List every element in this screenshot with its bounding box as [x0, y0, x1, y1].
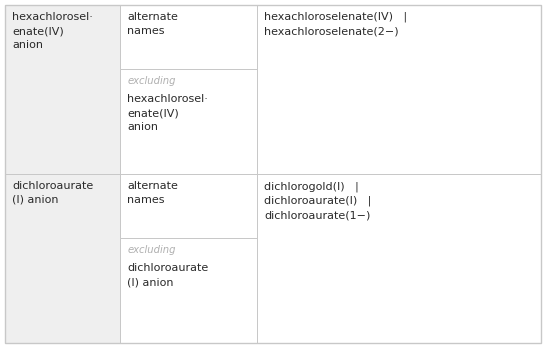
Text: excluding: excluding: [127, 76, 176, 86]
Text: excluding: excluding: [127, 245, 176, 255]
Text: alternate
names: alternate names: [127, 12, 178, 36]
Text: dichloroaurate
(I) anion: dichloroaurate (I) anion: [12, 181, 93, 205]
Text: hexachloroselenate(IV)   |
hexachloroselenate(2−): hexachloroselenate(IV) | hexachloroselen…: [264, 12, 407, 37]
Text: hexachlorosel·
enate(IV)
anion: hexachlorosel· enate(IV) anion: [12, 12, 93, 50]
Bar: [257, 5, 541, 174]
Bar: [120, 5, 257, 69]
Bar: [120, 69, 257, 174]
Bar: [5, 5, 120, 174]
Text: dichloroaurate
(I) anion: dichloroaurate (I) anion: [127, 263, 209, 287]
Bar: [120, 238, 257, 343]
Bar: [257, 174, 541, 343]
Bar: [120, 174, 257, 238]
Text: alternate
names: alternate names: [127, 181, 178, 205]
Text: dichlorogold(I)   |
dichloroaurate(I)   |
dichloroaurate(1−): dichlorogold(I) | dichloroaurate(I) | di…: [264, 181, 371, 220]
Text: hexachlorosel·
enate(IV)
anion: hexachlorosel· enate(IV) anion: [127, 94, 208, 132]
Bar: [5, 174, 120, 343]
